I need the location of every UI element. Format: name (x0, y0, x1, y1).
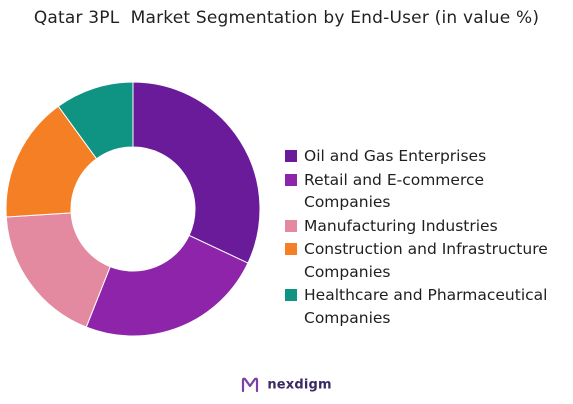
donut-slice-manufacturing-industries (5, 212, 111, 328)
chart-title: Qatar 3PL Market Segmentation by End-Use… (33, 8, 540, 28)
legend-swatch (285, 219, 297, 232)
legend-swatch (285, 150, 297, 162)
legend-item-manufacturing: Manufacturing Industries (284, 215, 569, 238)
legend-label: Oil and Gas Enterprises (304, 147, 487, 165)
donut-slice-healthcare-and-pharmaceutical-companies (57, 81, 134, 160)
legend-item-retail-ecommerce: Retail and E-commerce Companies (284, 169, 569, 214)
legend-label: Manufacturing Industries (304, 216, 498, 235)
legend-swatch (285, 173, 297, 186)
legend-swatch (285, 243, 297, 255)
donut-slice-oil-and-gas-enterprises (132, 81, 261, 264)
donut-slice-retail-and-e-commerce-companies (85, 234, 249, 337)
legend-item-healthcare: Healthcare and Pharmaceutical Companies (284, 284, 569, 329)
donut-chart (5, 81, 261, 337)
brand-logo: nexdigm (0, 377, 573, 393)
legend-label: Construction and Infrastructure Companie… (304, 240, 548, 281)
legend-label: Healthcare and Pharmaceutical Companies (304, 286, 548, 327)
nexdigm-logo-icon (242, 377, 259, 393)
legend-item-construction: Construction and Infrastructure Companie… (284, 238, 569, 283)
legend-swatch (285, 289, 297, 301)
brand-name: nexdigm (267, 377, 332, 393)
legend-label: Retail and E-commerce Companies (304, 170, 485, 212)
chart-legend: Oil and Gas Enterprises Retail and E-com… (284, 145, 569, 330)
legend-item-oil-gas: Oil and Gas Enterprises (284, 145, 569, 168)
